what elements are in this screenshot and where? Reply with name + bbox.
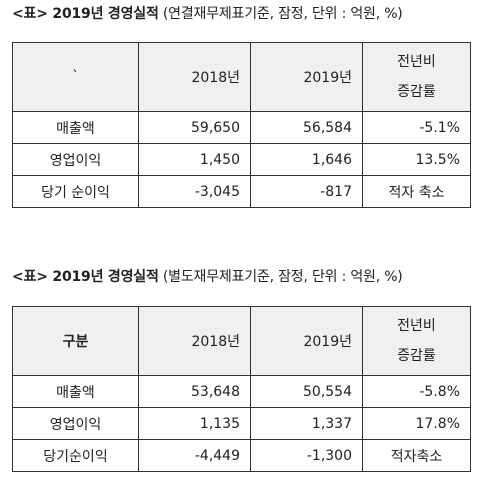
row-2018: 59,650 bbox=[138, 111, 251, 144]
header-change: 전년비 증감률 bbox=[362, 42, 471, 112]
header-change-line2: 증감률 bbox=[397, 84, 436, 100]
row-name: 매출액 bbox=[12, 375, 139, 408]
separate-results-table: 구분 2018년 2019년 전년비 증감률 매출액 53,648 50,554… bbox=[12, 306, 471, 472]
header-label: 구분 bbox=[12, 306, 139, 376]
header-change-line2: 증감률 bbox=[397, 348, 436, 364]
table-caption-consolidated: <표> 2019년 경영실적 (연결재무제표기준, 잠정, 단위 : 억원, %… bbox=[12, 5, 403, 23]
consolidated-results-table: ` 2018년 2019년 전년비 증감률 매출액 59,650 56,584 … bbox=[12, 42, 471, 208]
row-2018: -3,045 bbox=[138, 175, 251, 208]
table-row: 영업이익 1,135 1,337 17.8% bbox=[12, 407, 471, 440]
row-2019: 50,554 bbox=[250, 375, 363, 408]
row-change: 적자축소 bbox=[362, 439, 471, 472]
table-row: 영업이익 1,450 1,646 13.5% bbox=[12, 143, 471, 176]
row-2018: 1,135 bbox=[138, 407, 251, 440]
caption-title: <표> 2019년 경영실적 bbox=[12, 269, 159, 285]
row-name: 당기 순이익 bbox=[12, 175, 139, 208]
row-2018: -4,449 bbox=[138, 439, 251, 472]
header-change-line1: 전년비 bbox=[397, 54, 436, 70]
table-row: 매출액 59,650 56,584 -5.1% bbox=[12, 111, 471, 144]
header-change: 전년비 증감률 bbox=[362, 306, 471, 376]
row-2019: -817 bbox=[250, 175, 363, 208]
header-2018: 2018년 bbox=[138, 42, 251, 112]
header-2019: 2019년 bbox=[250, 306, 363, 376]
table-header-row: 구분 2018년 2019년 전년비 증감률 bbox=[12, 306, 471, 376]
row-change: 17.8% bbox=[362, 407, 471, 440]
row-name: 영업이익 bbox=[12, 143, 139, 176]
caption-note: (별도재무제표기준, 잠정, 단위 : 억원, %) bbox=[158, 269, 403, 285]
row-2019: 56,584 bbox=[250, 111, 363, 144]
table-header-row: ` 2018년 2019년 전년비 증감률 bbox=[12, 42, 471, 112]
table-row: 매출액 53,648 50,554 -5.8% bbox=[12, 375, 471, 408]
row-2019: 1,337 bbox=[250, 407, 363, 440]
row-2018: 53,648 bbox=[138, 375, 251, 408]
table-row: 당기순이익 -4,449 -1,300 적자축소 bbox=[12, 439, 471, 472]
row-2019: 1,646 bbox=[250, 143, 363, 176]
row-name: 당기순이익 bbox=[12, 439, 139, 472]
row-2019: -1,300 bbox=[250, 439, 363, 472]
row-change: 13.5% bbox=[362, 143, 471, 176]
row-2018: 1,450 bbox=[138, 143, 251, 176]
row-change: 적자 축소 bbox=[362, 175, 471, 208]
row-name: 영업이익 bbox=[12, 407, 139, 440]
header-change-line1: 전년비 bbox=[397, 318, 436, 334]
caption-title: <표> 2019년 경영실적 bbox=[12, 6, 159, 22]
table-caption-separate: <표> 2019년 경영실적 (별도재무제표기준, 잠정, 단위 : 억원, %… bbox=[12, 268, 403, 286]
row-change: -5.8% bbox=[362, 375, 471, 408]
header-2018: 2018년 bbox=[138, 306, 251, 376]
row-change: -5.1% bbox=[362, 111, 471, 144]
header-2019: 2019년 bbox=[250, 42, 363, 112]
caption-note: (연결재무제표기준, 잠정, 단위 : 억원, %) bbox=[158, 6, 403, 22]
row-name: 매출액 bbox=[12, 111, 139, 144]
header-label: ` bbox=[12, 42, 139, 112]
table-row: 당기 순이익 -3,045 -817 적자 축소 bbox=[12, 175, 471, 208]
